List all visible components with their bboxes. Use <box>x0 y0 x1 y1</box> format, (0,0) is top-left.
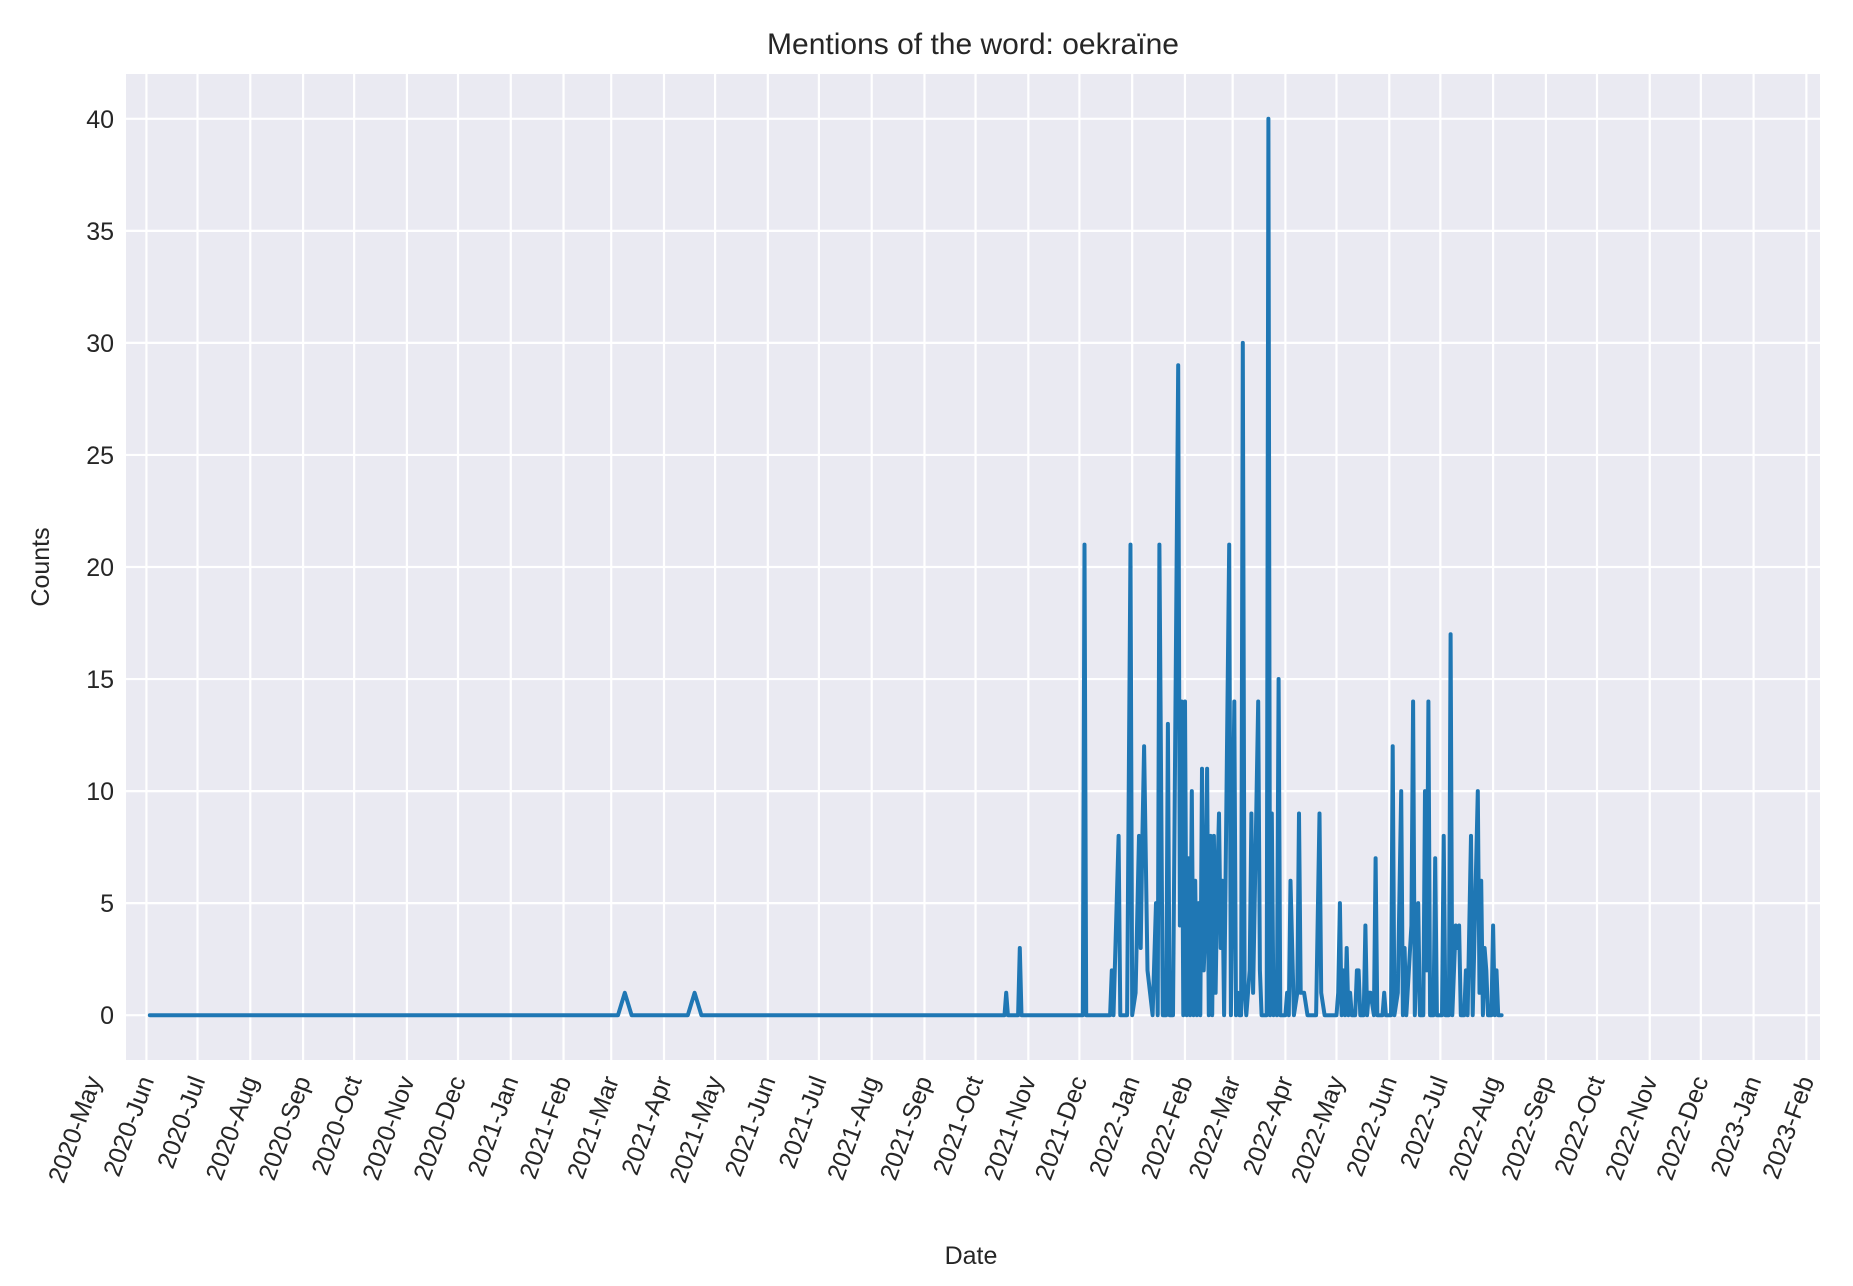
y-tick-label: 30 <box>86 330 114 358</box>
y-axis-ticks: 0 5 10 15 20 25 30 35 40 <box>86 106 114 1030</box>
y-axis-label: Counts <box>27 527 55 606</box>
x-axis-label: Date <box>945 1242 998 1270</box>
y-tick-label: 15 <box>86 666 114 694</box>
y-tick-label: 25 <box>86 442 114 470</box>
chart-title: Mentions of the word: oekraïne <box>767 28 1179 61</box>
y-tick-label: 40 <box>86 106 114 134</box>
series-line-group <box>147 116 1504 1018</box>
y-tick-label: 10 <box>86 778 114 806</box>
series-line <box>147 116 1504 1018</box>
y-tick-label: 20 <box>86 554 114 582</box>
y-tick-label: 5 <box>100 890 114 918</box>
y-tick-label: 35 <box>86 218 114 246</box>
y-tick-label: 0 <box>100 1002 114 1030</box>
